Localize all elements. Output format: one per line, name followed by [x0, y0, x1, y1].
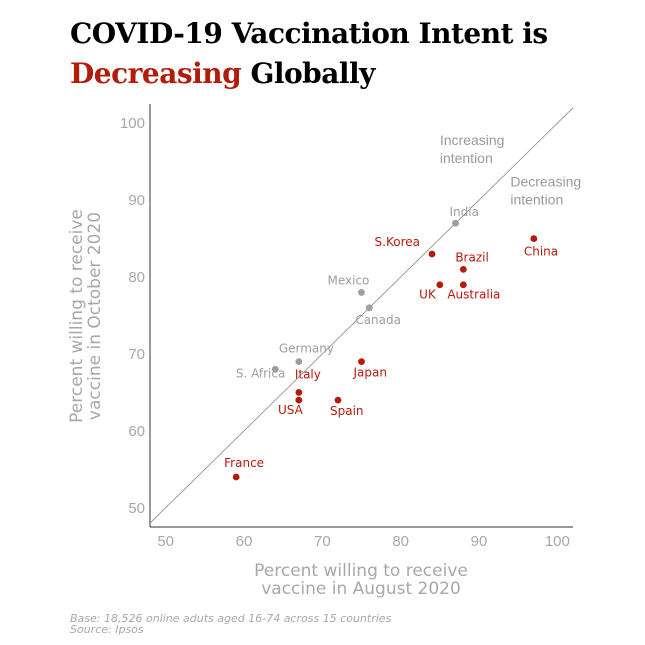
- y-tick-label: 60: [128, 423, 145, 440]
- data-label-france: France: [224, 456, 264, 470]
- data-label-spain: Spain: [330, 404, 364, 418]
- data-label-china: China: [524, 245, 558, 259]
- data-point-mexico: [358, 289, 365, 296]
- y-tick-label: 70: [128, 346, 145, 363]
- data-label-s-africa: S. Africa: [236, 366, 285, 380]
- data-point-australia: [459, 281, 467, 289]
- data-label-s-korea: S.Korea: [375, 235, 420, 249]
- reference-line-y-equals-x: [149, 107, 574, 524]
- chart-title: COVID-19 Vaccination Intent is Decreasin…: [70, 14, 548, 94]
- data-label-usa: USA: [278, 403, 304, 417]
- data-label-italy: Italy: [295, 367, 321, 381]
- y-tick-label: 80: [128, 269, 145, 286]
- data-label-canada: Canada: [355, 313, 401, 327]
- x-tick-label: 60: [236, 533, 253, 550]
- x-tick-label: 90: [471, 533, 488, 550]
- x-tick-label: 70: [314, 533, 331, 550]
- data-label-japan: Japan: [353, 366, 387, 380]
- region-annotation: intention: [440, 150, 493, 166]
- data-point-s-korea: [428, 250, 436, 258]
- footer-base-note: Base: 18,526 online aduts aged 16-74 acr…: [70, 612, 392, 625]
- data-point-france: [232, 473, 240, 481]
- data-point-spain: [334, 396, 342, 404]
- x-tick-label: 80: [392, 533, 409, 550]
- x-axis-title: vaccine in August 2020: [261, 579, 461, 599]
- data-point-uk: [436, 281, 444, 289]
- data-label-australia: Australia: [447, 288, 500, 302]
- y-axis-title: Percent willing to receive: [67, 209, 87, 423]
- data-point-china: [530, 235, 538, 242]
- title-line-2-rest: Globally: [241, 57, 375, 90]
- data-label-mexico: Mexico: [328, 273, 370, 287]
- y-tick-label: 100: [120, 115, 145, 132]
- data-point-canada: [365, 304, 373, 312]
- region-annotation: Increasing: [440, 132, 505, 148]
- data-label-germany: Germany: [279, 342, 334, 356]
- y-tick-label: 50: [128, 500, 145, 517]
- region-annotation: Decreasing: [510, 173, 581, 189]
- y-tick-label: 90: [128, 192, 145, 209]
- chart-footer: Base: 18,526 online aduts aged 16-74 acr…: [70, 613, 391, 635]
- x-tick-label: 50: [157, 533, 174, 550]
- data-label-india: India: [450, 205, 479, 219]
- data-label-brazil: Brazil: [455, 250, 489, 264]
- x-tick-label: 100: [545, 533, 570, 550]
- data-point-germany: [295, 358, 303, 366]
- x-axis-title: Percent willing to receive: [254, 561, 468, 581]
- data-point-s-africa: [271, 365, 279, 373]
- title-highlight-word: Decreasing: [70, 57, 242, 90]
- data-point-brazil: [459, 265, 467, 273]
- data-point-india: [452, 219, 459, 227]
- data-point-usa: [295, 396, 303, 404]
- data-point-japan: [358, 358, 365, 366]
- y-axis-title: vaccine in October 2020: [85, 212, 105, 420]
- footer-source-note: Source: Ipsos: [70, 623, 144, 636]
- title-line-1: COVID-19 Vaccination Intent is: [70, 17, 548, 50]
- data-label-uk: UK: [419, 288, 437, 302]
- data-point-italy: [295, 389, 303, 396]
- region-annotation: intention: [510, 191, 563, 207]
